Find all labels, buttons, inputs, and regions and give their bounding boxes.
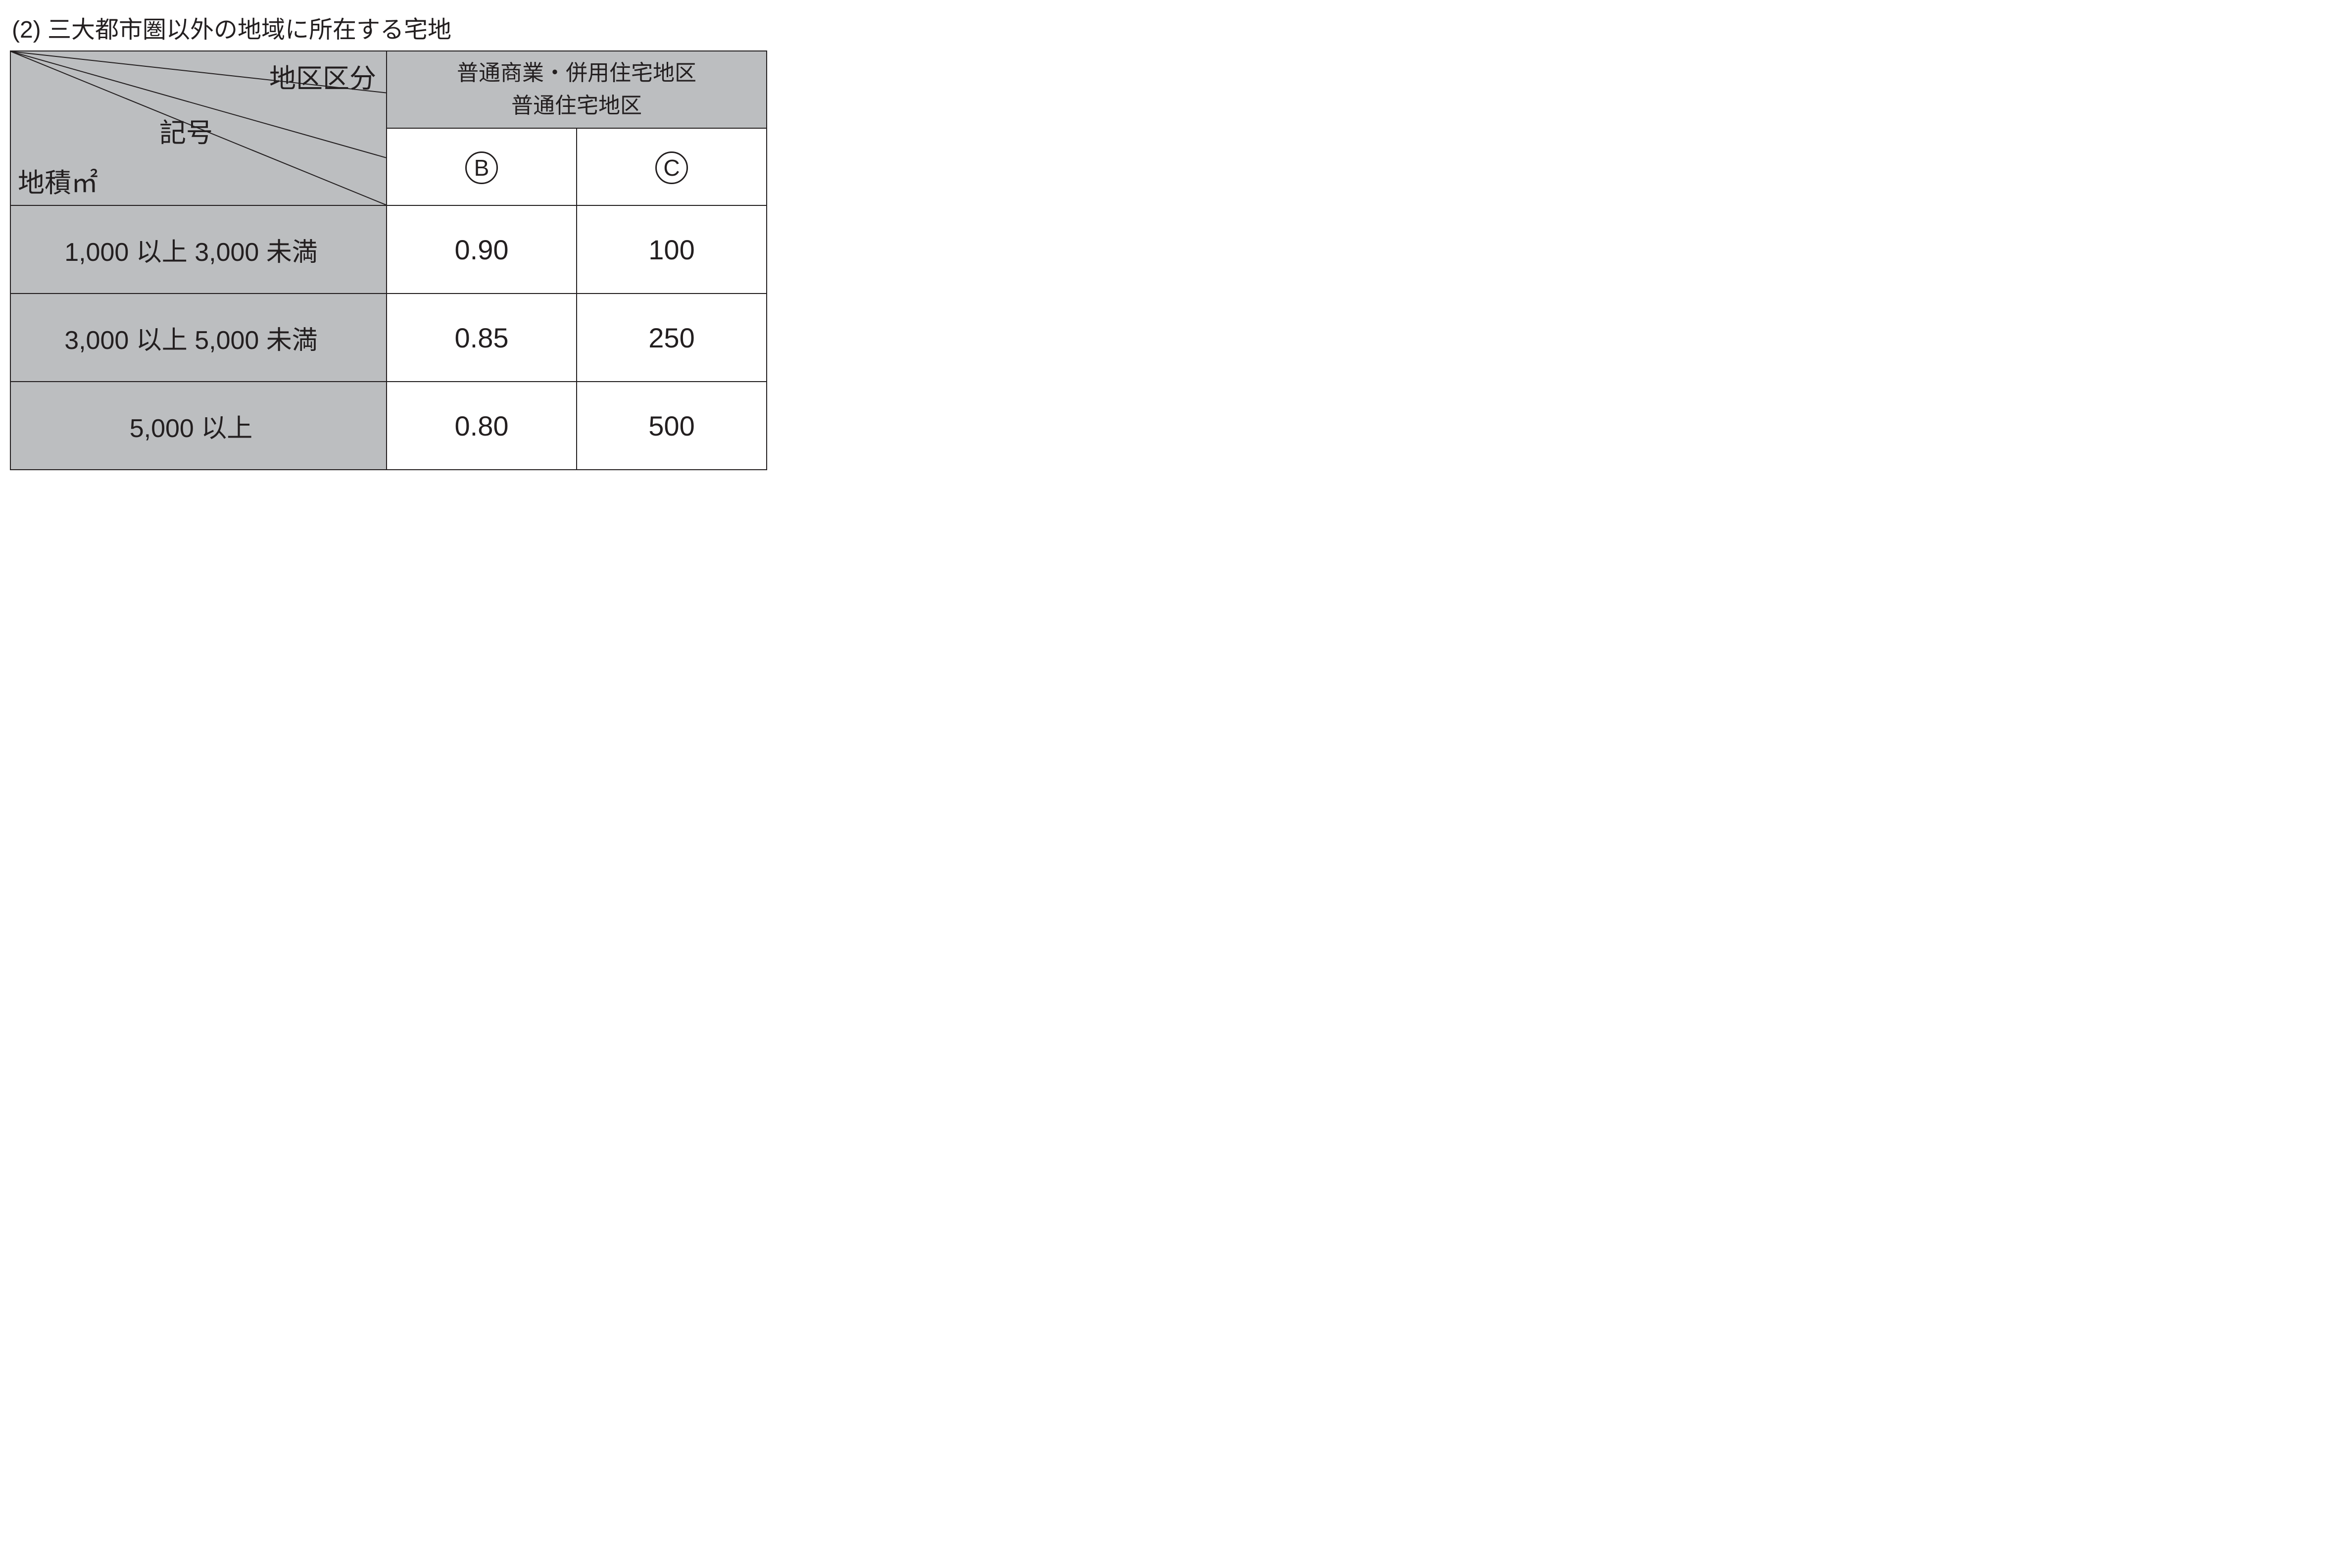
value-c: 250 (577, 294, 767, 382)
zone-type-line2: 普通住宅地区 (387, 90, 766, 122)
column-c-header: C (577, 128, 767, 205)
corner-label-zone: 地区区分 (269, 56, 376, 96)
value-b: 0.90 (387, 205, 577, 294)
corner-label-symbol: 記号 (159, 111, 213, 150)
table-row: 3,000 以上 5,000 未満 0.85 250 (10, 294, 767, 382)
table-row: 1,000 以上 3,000 未満 0.90 100 (10, 205, 767, 294)
circled-b-icon: B (465, 151, 498, 184)
table-caption: (2) 三大都市圏以外の地域に所在する宅地 (10, 10, 2340, 45)
land-area-table: 地区区分 記号 地積㎡ 普通商業・併用住宅地区 普通住宅地区 B C 1,000… (10, 50, 767, 470)
corner-header-cell: 地区区分 記号 地積㎡ (10, 51, 387, 205)
value-b: 0.80 (387, 382, 577, 470)
table-container: 地区区分 記号 地積㎡ 普通商業・併用住宅地区 普通住宅地区 B C 1,000… (10, 50, 767, 470)
area-range-label: 3,000 以上 5,000 未満 (10, 294, 387, 382)
value-c: 100 (577, 205, 767, 294)
area-range-label: 1,000 以上 3,000 未満 (10, 205, 387, 294)
circled-c-icon: C (655, 151, 688, 184)
table-row: 5,000 以上 0.80 500 (10, 382, 767, 470)
area-range-label: 5,000 以上 (10, 382, 387, 470)
corner-label-area: 地積㎡ (18, 161, 98, 200)
column-b-header: B (387, 128, 577, 205)
value-c: 500 (577, 382, 767, 470)
value-b: 0.85 (387, 294, 577, 382)
zone-type-line1: 普通商業・併用住宅地区 (387, 57, 766, 90)
header-row-1: 地区区分 記号 地積㎡ 普通商業・併用住宅地区 普通住宅地区 (10, 51, 767, 128)
zone-type-header: 普通商業・併用住宅地区 普通住宅地区 (387, 51, 767, 128)
